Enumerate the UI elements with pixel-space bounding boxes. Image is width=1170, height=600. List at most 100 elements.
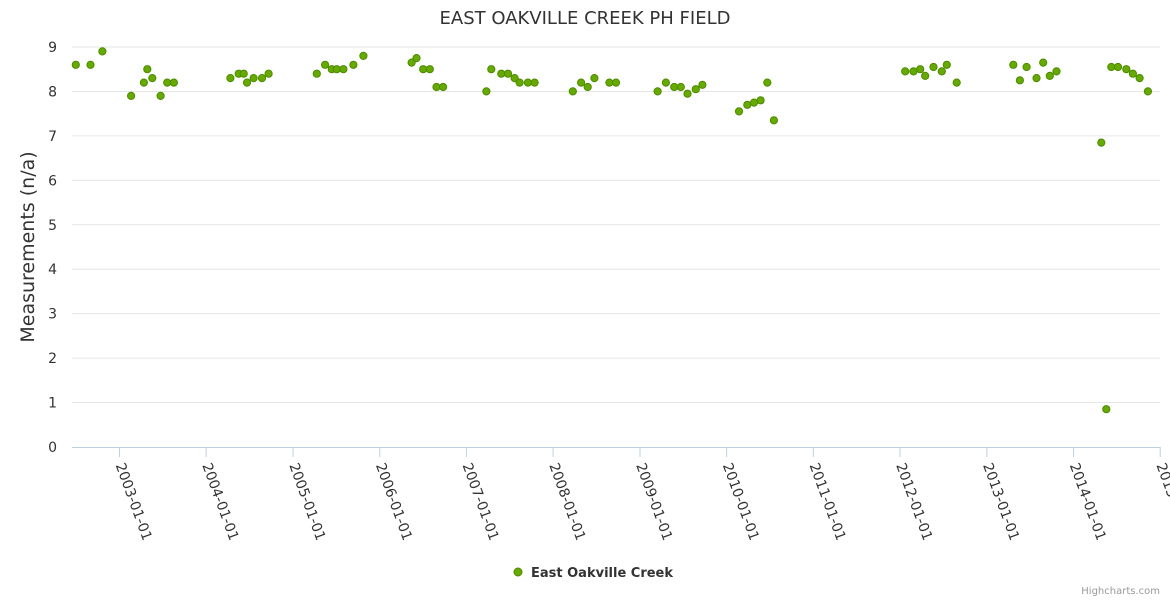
x-tick-label: 2011-01-01 [806,461,849,543]
data-point[interactable] [577,78,586,87]
data-point[interactable] [743,100,752,109]
data-point[interactable] [249,74,258,83]
data-point[interactable] [1039,58,1048,67]
data-point[interactable] [909,67,918,76]
data-point[interactable] [407,58,416,67]
data-point[interactable] [929,62,938,72]
data-point[interactable] [257,74,267,83]
legend[interactable]: East Oakville Creek [513,566,673,581]
data-point[interactable] [568,87,577,96]
data-point[interactable] [1122,65,1131,74]
data-point[interactable] [769,116,779,125]
x-tick-label: 2012-01-01 [892,461,935,543]
data-point[interactable] [676,82,685,92]
data-point[interactable] [1135,74,1144,83]
data-point[interactable] [611,78,621,87]
data-point[interactable] [515,78,524,87]
data-point[interactable] [763,78,772,87]
data-point[interactable] [264,69,273,78]
y-tick-label: 9 [48,40,57,56]
data-point[interactable] [1128,69,1138,78]
data-point[interactable] [1097,138,1106,147]
y-tick-label: 8 [48,84,57,100]
data-point[interactable] [239,69,248,78]
data-point[interactable] [497,69,506,78]
x-tick-label: 2006-01-01 [372,461,415,543]
x-tick-label: 2007-01-01 [459,461,502,543]
data-point[interactable] [734,107,744,116]
legend-item-east-oakville-creek[interactable]: East Oakville Creek [531,566,673,581]
data-point[interactable] [756,96,765,105]
data-point[interactable] [698,80,707,89]
x-tick-label: 2004-01-01 [198,461,241,543]
data-point[interactable] [691,85,700,94]
data-point[interactable] [312,69,321,78]
y-tick-label: 5 [48,218,57,234]
data-point[interactable] [169,78,178,87]
data-point[interactable] [127,91,136,101]
data-point[interactable] [321,60,330,69]
data-point[interactable] [901,67,910,76]
data-point[interactable] [921,71,930,81]
data-point[interactable] [139,78,148,87]
data-point[interactable] [482,87,491,96]
x-tick-label: 2015-01-01 [1152,461,1170,543]
data-point[interactable] [916,65,925,74]
credits-link[interactable]: Highcharts.com [1081,586,1160,597]
data-point[interactable] [523,78,533,87]
data-point[interactable] [148,74,157,83]
data-point[interactable] [683,89,692,98]
x-tick-label: 2013-01-01 [979,461,1022,543]
data-point[interactable] [1045,71,1054,81]
data-point[interactable] [98,47,107,56]
y-tick-label: 2 [48,351,57,367]
y-tick-label: 4 [48,262,57,278]
data-point[interactable] [1015,76,1025,85]
data-point[interactable] [590,74,599,83]
y-tick-label: 7 [48,129,57,145]
data-point[interactable] [349,60,358,69]
data-point[interactable] [143,65,152,74]
data-point[interactable] [487,65,496,74]
x-tick-label: 2003-01-01 [112,461,155,543]
data-point[interactable] [510,74,519,83]
data-point[interactable] [653,87,662,96]
x-tick-label: 2008-01-01 [545,461,588,543]
data-point[interactable] [156,91,165,101]
data-point[interactable] [1009,60,1018,69]
y-tick-label: 1 [48,396,57,412]
data-point[interactable] [439,82,448,92]
x-axis: 2003-01-01 2004-01-01 2005-01-01 2006-01-01… [72,447,1170,543]
grid-lines [72,46,1160,404]
data-point[interactable] [1113,62,1123,72]
data-point[interactable] [425,65,434,74]
data-point[interactable] [503,69,513,78]
data-point[interactable] [1032,74,1041,83]
data-point[interactable] [1107,62,1116,72]
y-tick-label: 3 [48,307,57,323]
data-point[interactable] [937,67,946,76]
data-point[interactable] [339,65,348,74]
series-points [71,47,1153,414]
x-tick-label: 2010-01-01 [719,461,762,543]
data-point[interactable] [226,74,235,83]
legend-marker [513,567,523,577]
data-point[interactable] [1052,67,1061,76]
data-point[interactable] [530,78,539,87]
data-point[interactable] [412,54,421,63]
data-point[interactable] [242,78,252,87]
data-point[interactable] [163,78,172,87]
data-point[interactable] [86,60,95,69]
data-point[interactable] [359,51,368,61]
data-point[interactable] [661,78,671,87]
y-axis-title: Measurements (n/a) [17,151,39,342]
data-point[interactable] [942,60,951,69]
x-tick-label: 2014-01-01 [1066,461,1109,543]
data-point[interactable] [71,60,80,69]
data-point[interactable] [1102,405,1111,414]
data-point[interactable] [1022,62,1031,72]
data-point[interactable] [1143,87,1153,96]
data-point[interactable] [952,78,961,87]
data-point[interactable] [583,82,592,92]
